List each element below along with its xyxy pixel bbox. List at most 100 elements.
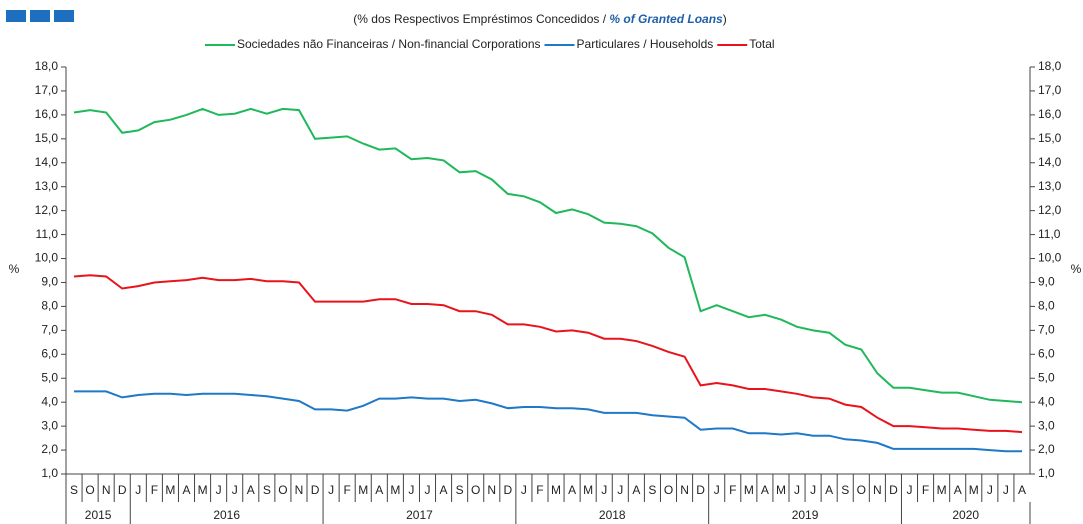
x-tick-label: J: [425, 483, 431, 497]
y2-tick-label: 3,0: [1038, 418, 1055, 432]
year-label: 2016: [213, 508, 240, 522]
x-tick-label: J: [1003, 483, 1009, 497]
x-tick-label: F: [729, 483, 736, 497]
x-tick-label: O: [278, 483, 287, 497]
x-tick-label: J: [408, 483, 414, 497]
x-tick-label: M: [776, 483, 786, 497]
x-tick-label: S: [263, 483, 271, 497]
x-tick-label: J: [135, 483, 141, 497]
series-line: [74, 390, 1022, 453]
x-tick-label: J: [810, 483, 816, 497]
x-tick-label: J: [601, 483, 607, 497]
x-tick-label: J: [232, 483, 238, 497]
y2-tick-label: 14,0: [1038, 155, 1062, 169]
y2-tick-label: 15,0: [1038, 131, 1062, 145]
x-tick-label: S: [648, 483, 656, 497]
y-tick-label: 5,0: [41, 370, 58, 384]
subtitle-en: % of Granted Loans: [609, 12, 723, 26]
year-label: 2017: [406, 508, 433, 522]
x-tick-label: A: [182, 483, 190, 497]
y2-tick-label: 16,0: [1038, 107, 1062, 121]
y-tick-label: 3,0: [41, 418, 58, 432]
y-tick-label: 6,0: [41, 346, 58, 360]
x-tick-label: D: [889, 483, 898, 497]
y-tick-label: 18,0: [35, 59, 59, 73]
legend-label: Particulares / Households: [577, 37, 714, 51]
y-tick-label: 17,0: [35, 83, 59, 97]
x-tick-label: M: [937, 483, 947, 497]
y-tick-label: 11,0: [36, 227, 59, 241]
y2-tick-label: 7,0: [1038, 323, 1055, 337]
x-tick-label: A: [1018, 483, 1026, 497]
subtitle-pt: (% dos Respectivos Empréstimos Concedido…: [353, 12, 609, 26]
x-tick-label: M: [165, 483, 175, 497]
y2-tick-label: 11,0: [1038, 227, 1061, 241]
y2-tick-label: 5,0: [1038, 370, 1055, 384]
x-tick-label: J: [216, 483, 222, 497]
y2-tick-label: 17,0: [1038, 83, 1062, 97]
x-tick-label: J: [617, 483, 623, 497]
x-tick-label: O: [857, 483, 866, 497]
series-line: [73, 274, 1023, 434]
logo-block: [6, 10, 26, 22]
year-label: 2015: [85, 508, 112, 522]
y2-tick-label: 2,0: [1038, 442, 1055, 456]
x-tick-label: M: [551, 483, 561, 497]
x-tick-label: O: [85, 483, 94, 497]
year-label: 2019: [792, 508, 819, 522]
logo-block: [54, 10, 74, 22]
legend-label: Sociedades não Financeiras / Non-financi…: [237, 37, 541, 51]
x-tick-label: M: [198, 483, 208, 497]
x-tick-label: S: [70, 483, 78, 497]
y2-tick-label: 1,0: [1038, 466, 1055, 480]
x-tick-label: S: [456, 483, 464, 497]
x-tick-label: F: [536, 483, 543, 497]
logo-block: [30, 10, 50, 22]
y-tick-label: 14,0: [35, 155, 59, 169]
x-tick-label: D: [696, 483, 705, 497]
x-tick-label: D: [118, 483, 127, 497]
y2-axis-label: %: [1071, 262, 1082, 276]
x-tick-label: J: [328, 483, 334, 497]
x-tick-label: O: [471, 483, 480, 497]
y2-tick-label: 8,0: [1038, 299, 1055, 313]
x-tick-label: J: [987, 483, 993, 497]
x-tick-label: A: [632, 483, 640, 497]
x-tick-label: A: [954, 483, 962, 497]
y2-tick-label: 4,0: [1038, 394, 1055, 408]
x-tick-label: A: [247, 483, 255, 497]
x-tick-label: A: [375, 483, 383, 497]
y2-tick-label: 18,0: [1038, 59, 1062, 73]
y2-tick-label: 6,0: [1038, 346, 1055, 360]
x-tick-label: N: [487, 483, 496, 497]
y2-tick-label: 12,0: [1038, 203, 1062, 217]
x-tick-label: O: [664, 483, 673, 497]
x-tick-label: A: [761, 483, 769, 497]
x-tick-label: A: [568, 483, 576, 497]
y2-tick-label: 13,0: [1038, 179, 1062, 193]
x-tick-label: A: [440, 483, 448, 497]
legend-label: Total: [749, 37, 774, 51]
y-tick-label: 12,0: [35, 203, 59, 217]
y2-tick-label: 9,0: [1038, 275, 1055, 289]
x-tick-label: J: [794, 483, 800, 497]
year-label: 2018: [599, 508, 626, 522]
x-tick-label: N: [102, 483, 111, 497]
x-tick-label: D: [311, 483, 320, 497]
x-tick-label: N: [680, 483, 689, 497]
y-tick-label: 8,0: [41, 299, 58, 313]
x-tick-label: F: [151, 483, 158, 497]
x-tick-label: D: [503, 483, 512, 497]
y-tick-label: 15,0: [35, 131, 59, 145]
y-tick-label: 9,0: [41, 275, 58, 289]
x-tick-label: A: [825, 483, 833, 497]
subtitle: (% dos Respectivos Empréstimos Concedido…: [353, 12, 726, 26]
y2-tick-label: 10,0: [1038, 251, 1062, 265]
x-tick-label: M: [390, 483, 400, 497]
x-tick-label: M: [969, 483, 979, 497]
year-label: 2020: [952, 508, 979, 522]
y-tick-label: 16,0: [35, 107, 59, 121]
x-tick-label: J: [907, 483, 913, 497]
x-tick-label: M: [744, 483, 754, 497]
